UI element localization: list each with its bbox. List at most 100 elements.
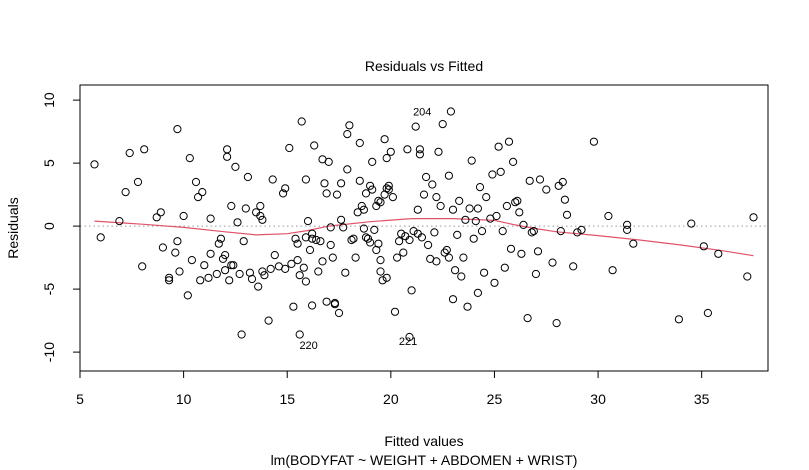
data-point [256, 201, 265, 211]
data-point [339, 223, 348, 232]
data-point [221, 251, 230, 260]
data-point [312, 235, 321, 245]
data-point [490, 278, 499, 287]
data-point [442, 245, 451, 255]
x-tick-label: 20 [383, 391, 399, 407]
data-point [511, 198, 520, 207]
data-point [308, 229, 317, 238]
data-point [494, 142, 503, 151]
data-point [434, 147, 443, 156]
data-point [361, 233, 371, 242]
data-point [560, 195, 570, 204]
data-point [320, 179, 329, 188]
data-point [349, 234, 358, 243]
data-point [281, 264, 290, 273]
data-point [187, 256, 196, 265]
data-point [305, 245, 315, 255]
data-point [407, 286, 416, 295]
data-point [206, 214, 215, 223]
data-point [393, 253, 402, 262]
data-point [444, 171, 453, 180]
data-point [467, 156, 476, 165]
y-tick-label: -10 [41, 342, 57, 362]
data-point [268, 175, 277, 184]
data-point [140, 145, 149, 154]
data-point [448, 295, 458, 304]
data-point [703, 308, 713, 318]
data-point [523, 314, 532, 323]
data-point [239, 237, 248, 246]
data-point [401, 232, 410, 241]
data-point [448, 205, 458, 214]
data-point [359, 205, 368, 214]
data-point [243, 172, 252, 182]
smooth-line-layer [94, 218, 754, 257]
data-point [303, 217, 313, 226]
data-point [382, 273, 391, 282]
data-point [191, 177, 201, 187]
y-tick-label: 10 [41, 92, 57, 108]
data-point [382, 154, 391, 163]
data-point [482, 193, 491, 202]
data-point [212, 269, 221, 279]
data-point [301, 233, 310, 242]
outlier-label: 204 [413, 106, 431, 118]
data-point [525, 176, 534, 185]
data-point [156, 208, 165, 217]
data-point [473, 288, 482, 297]
data-point [430, 228, 439, 237]
data-point [158, 243, 167, 252]
data-point [453, 230, 462, 239]
data-point [361, 189, 371, 198]
data-point [231, 162, 240, 171]
data-point [527, 228, 536, 237]
data-point [337, 179, 346, 188]
data-point [247, 274, 257, 284]
data-point [264, 316, 273, 325]
data-point [368, 185, 377, 194]
annotation-layer: 204 220 221 [299, 106, 431, 351]
data-point [258, 215, 267, 224]
data-point [351, 253, 360, 262]
data-point [308, 234, 317, 243]
data-point [542, 185, 551, 194]
x-axis-label: Fitted values [384, 433, 463, 449]
data-point [380, 135, 389, 144]
data-point [125, 148, 134, 158]
data-point [473, 204, 482, 213]
data-point [382, 184, 391, 193]
data-point [471, 217, 480, 226]
data-point [604, 211, 613, 221]
data-point [515, 208, 524, 217]
x-tick-label: 15 [279, 391, 295, 407]
data-point [548, 258, 557, 267]
data-point [90, 160, 99, 169]
data-point [419, 190, 429, 199]
data-point [378, 276, 387, 285]
data-point [455, 196, 464, 205]
data-point [227, 261, 236, 270]
data-point [432, 257, 441, 266]
data-point [699, 242, 708, 251]
data-point [343, 130, 352, 139]
data-point [687, 219, 696, 228]
data-point [415, 145, 424, 154]
data-point [96, 233, 105, 242]
x-tick-label: 30 [590, 391, 606, 407]
y-tick-label: 0 [41, 222, 57, 230]
data-point [405, 332, 414, 342]
data-point [235, 269, 244, 279]
data-point [451, 266, 460, 275]
data-point [366, 238, 375, 247]
data-point [446, 107, 455, 116]
data-point [223, 145, 232, 154]
data-point [138, 262, 147, 271]
data-point [287, 259, 296, 268]
data-point [504, 137, 514, 146]
data-point [295, 330, 304, 339]
data-point [513, 196, 522, 205]
data-point [194, 193, 203, 202]
data-point [409, 227, 418, 236]
data-point [488, 170, 497, 179]
